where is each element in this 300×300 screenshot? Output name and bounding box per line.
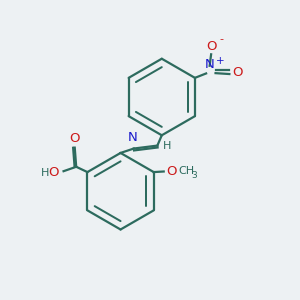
Text: 3: 3 — [191, 170, 197, 179]
Text: O: O — [49, 166, 59, 179]
Text: H: H — [41, 168, 50, 178]
Text: +: + — [216, 56, 225, 66]
Text: H: H — [163, 141, 171, 151]
Text: O: O — [232, 66, 243, 79]
Text: N: N — [128, 131, 137, 144]
Text: O: O — [206, 40, 216, 53]
Text: O: O — [166, 165, 177, 178]
Text: CH: CH — [178, 166, 195, 176]
Text: O: O — [69, 132, 80, 145]
Text: N: N — [205, 58, 214, 71]
Text: -: - — [219, 34, 224, 45]
